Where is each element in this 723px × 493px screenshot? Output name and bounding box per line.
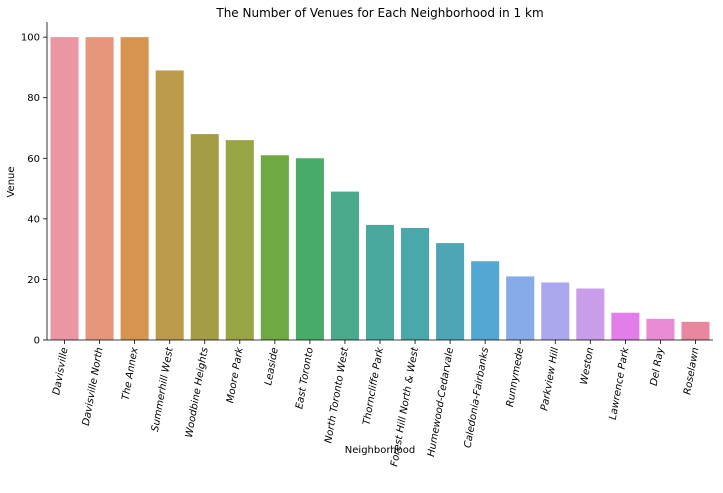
y-tick-label: 100 <box>21 33 40 44</box>
bar-10 <box>365 224 395 340</box>
bars-group <box>50 37 710 341</box>
x-tick-label: Summerhill West <box>150 346 176 433</box>
x-tick-label: Caledonia-Fairbanks <box>463 347 492 449</box>
bar-19 <box>681 321 710 340</box>
x-tick-label: North Toronto West <box>323 346 351 445</box>
y-tick-label: 0 <box>34 336 40 347</box>
bar-8 <box>295 158 324 340</box>
x-tick-label: Parkview Hill <box>539 346 561 411</box>
bar-1 <box>50 37 79 341</box>
bar-16 <box>576 288 605 340</box>
y-tick-label: 40 <box>27 214 40 225</box>
bar-7 <box>260 155 289 340</box>
bar-14 <box>506 276 535 340</box>
bar-11 <box>401 227 430 340</box>
x-axis-label: Neighborhood <box>345 445 415 456</box>
x-tick-label: Lawrence Park <box>608 345 632 420</box>
x-tick-label: Runnymede <box>505 347 526 408</box>
x-tick-label: The Annex <box>120 347 140 402</box>
chart-title: The Number of Venues for Each Neighborho… <box>215 6 543 20</box>
x-tick-label: Roselawn <box>682 347 701 396</box>
bar-17 <box>611 312 640 340</box>
y-axis-label: Venue <box>6 166 17 197</box>
bar-3 <box>120 37 149 341</box>
bar-13 <box>471 261 500 340</box>
bar-4 <box>155 70 184 340</box>
x-tick-label: Davisville <box>51 347 70 396</box>
bar-2 <box>85 37 114 341</box>
x-tick-label: Thorncliffe Park <box>361 345 386 426</box>
x-tick-label: Humewood-Cedarvale <box>426 347 456 458</box>
x-tick-label: Woodbine Heights <box>184 347 211 439</box>
x-tick-label: Weston <box>579 347 596 386</box>
y-tick-label: 20 <box>27 275 40 286</box>
y-axis: 0 20 40 60 80 100 <box>21 22 48 347</box>
bar-9 <box>330 191 359 340</box>
bar-5 <box>190 134 219 340</box>
x-tick-label: East Toronto <box>294 347 316 410</box>
x-tick-label: Moore Park <box>225 345 246 404</box>
x-tick-label: Leaside <box>263 347 280 387</box>
bar-18 <box>646 318 675 340</box>
x-tick-label: Davisville North <box>81 347 106 427</box>
x-tick-label: Del Ray <box>649 346 667 387</box>
y-tick-label: 60 <box>27 154 40 165</box>
bar-12 <box>436 243 465 340</box>
bar-6 <box>225 140 254 340</box>
bar-15 <box>541 282 570 340</box>
y-tick-label: 80 <box>27 93 40 104</box>
